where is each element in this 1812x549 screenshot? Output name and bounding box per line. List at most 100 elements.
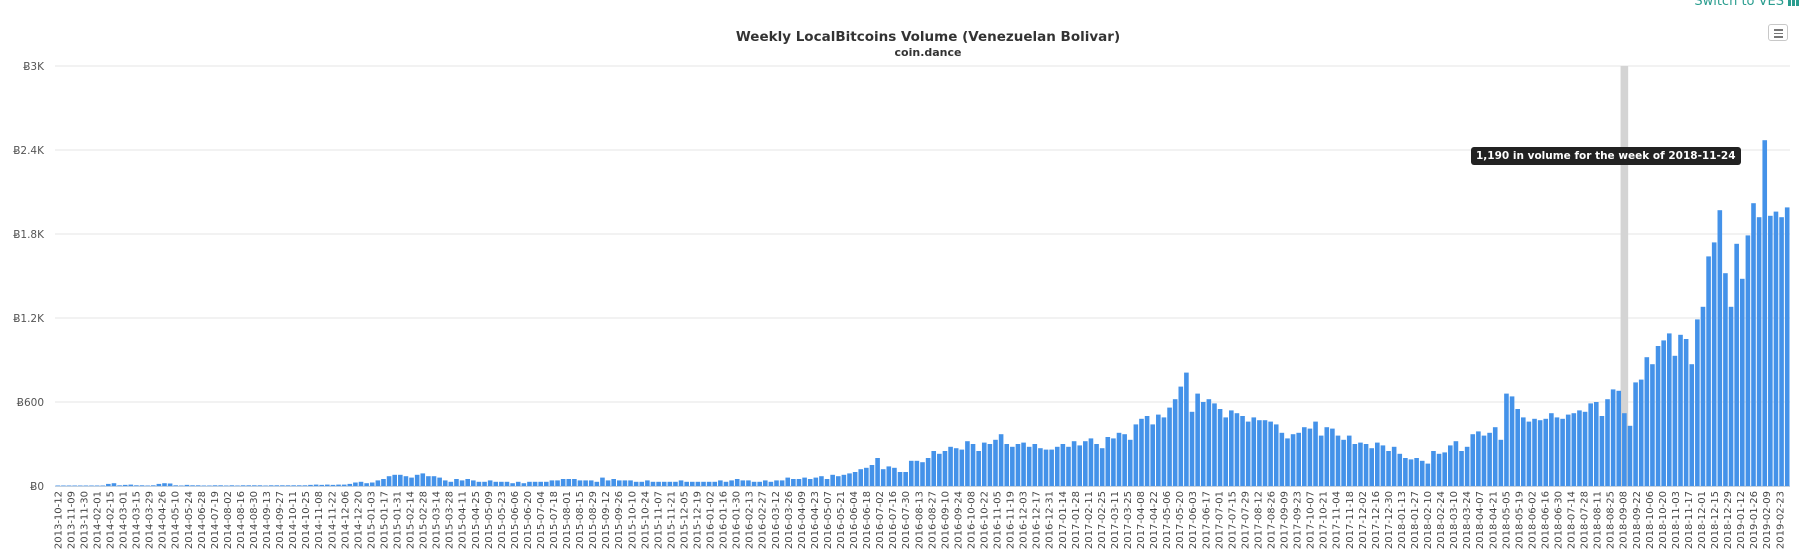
bar[interactable] [588,480,594,486]
bar[interactable] [1217,409,1223,486]
bar[interactable] [1358,442,1363,486]
bar[interactable] [325,484,330,486]
bar[interactable] [729,480,734,486]
bar[interactable] [1436,453,1442,486]
bar[interactable] [1627,425,1633,486]
bar[interactable] [572,479,577,486]
bar[interactable] [600,477,605,486]
bar[interactable] [302,485,308,486]
bar[interactable] [970,444,976,486]
bar[interactable] [1571,413,1577,486]
bar[interactable] [1122,434,1127,486]
bar[interactable] [824,479,830,486]
bar[interactable] [1655,346,1661,486]
bar[interactable] [201,485,207,487]
bar[interactable] [274,485,280,486]
bar[interactable] [1565,414,1571,486]
bar[interactable] [341,484,347,486]
bar[interactable] [965,441,970,486]
bar[interactable] [403,476,409,486]
bar[interactable] [1773,211,1779,486]
bar[interactable] [1650,364,1655,486]
bar[interactable] [538,481,543,486]
bar[interactable] [1408,459,1414,486]
bar[interactable] [482,481,487,486]
bar[interactable] [1734,243,1739,486]
bar[interactable] [807,479,813,486]
bar[interactable] [987,444,993,486]
bar[interactable] [240,485,246,486]
bar[interactable] [246,485,252,486]
bar[interactable] [66,485,72,487]
bar[interactable] [1369,448,1374,486]
bar[interactable] [1116,432,1122,486]
bar[interactable] [1453,441,1459,486]
bar[interactable] [179,485,184,487]
bar[interactable] [1105,437,1111,486]
bar[interactable] [560,479,566,486]
bar[interactable] [1038,448,1043,486]
bar[interactable] [1447,445,1453,486]
bar[interactable] [1644,357,1650,486]
bar[interactable] [1060,444,1066,486]
bar[interactable] [1683,339,1689,486]
bar[interactable] [611,479,616,486]
bar[interactable] [1083,441,1088,486]
bar[interactable] [1212,403,1217,486]
bar[interactable] [1240,416,1245,486]
bar[interactable] [381,479,386,486]
bar[interactable] [1245,421,1251,486]
bar[interactable] [173,485,179,486]
bar[interactable] [487,480,493,486]
bar[interactable] [358,481,364,486]
bar[interactable] [285,485,291,486]
bar[interactable] [1549,413,1554,486]
bar[interactable] [1189,411,1195,486]
bar[interactable] [695,481,701,486]
bar[interactable] [605,480,611,486]
bar[interactable] [616,480,622,486]
bar[interactable] [392,474,398,486]
bar[interactable] [1577,410,1582,486]
bar[interactable] [1661,340,1666,486]
bar[interactable] [1543,418,1549,486]
bar[interactable] [1307,428,1313,486]
bar[interactable] [1150,424,1156,486]
bar[interactable] [1616,390,1622,486]
bar[interactable] [544,481,549,486]
bar[interactable] [802,477,807,486]
hamburger-menu-icon[interactable] [1768,24,1788,41]
bar[interactable] [1728,306,1734,486]
bar[interactable] [903,472,908,486]
bar[interactable] [375,480,381,486]
bar[interactable] [106,483,111,486]
bar[interactable] [296,485,302,486]
bar[interactable] [1425,463,1431,486]
bar[interactable] [1184,372,1189,486]
bar[interactable] [847,473,852,486]
bar[interactable] [1386,451,1391,486]
bar[interactable] [420,473,426,486]
bar[interactable] [1784,207,1790,486]
bar[interactable] [1622,413,1627,486]
bar[interactable] [1285,438,1290,486]
bar[interactable] [656,481,661,486]
bar[interactable] [268,485,274,486]
bar[interactable] [937,453,942,486]
bar[interactable] [1026,446,1032,486]
bar[interactable] [779,480,785,486]
bar[interactable] [134,485,139,486]
bar[interactable] [1032,444,1038,486]
bar[interactable] [1695,319,1700,486]
bar[interactable] [931,451,937,486]
bar[interactable] [1723,273,1728,486]
bar[interactable] [673,481,678,486]
bar[interactable] [426,476,431,486]
bar[interactable] [684,481,689,486]
bar[interactable] [1133,424,1139,486]
bar[interactable] [1762,140,1768,486]
bar[interactable] [521,483,527,486]
bar[interactable] [493,481,499,486]
bar[interactable] [1678,334,1683,486]
bar[interactable] [1178,386,1184,486]
